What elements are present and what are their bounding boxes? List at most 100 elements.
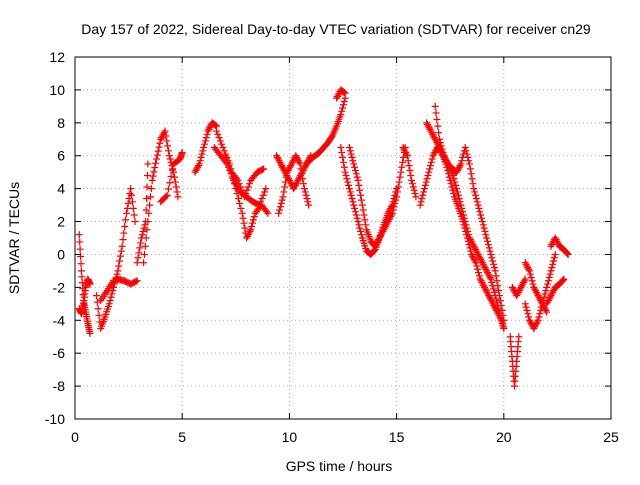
data-point — [291, 181, 299, 189]
data-point — [496, 292, 504, 300]
data-point — [337, 111, 345, 119]
data-point — [389, 198, 397, 206]
data-point — [115, 262, 123, 270]
data-point — [424, 122, 432, 130]
data-point — [543, 308, 551, 316]
data-point — [145, 209, 153, 217]
data-point — [360, 211, 368, 219]
data-point — [500, 316, 508, 324]
data-point — [455, 163, 463, 171]
series-track-3 — [92, 185, 139, 332]
x-tick-label: 15 — [389, 429, 405, 445]
data-point — [560, 275, 568, 283]
data-point — [242, 190, 250, 198]
data-point — [178, 148, 186, 156]
data-point — [491, 303, 499, 311]
data-point — [475, 269, 483, 277]
data-point — [128, 191, 136, 199]
data-point — [524, 310, 532, 318]
data-point — [247, 226, 255, 234]
x-tick-label: 0 — [71, 429, 79, 445]
data-point — [385, 208, 393, 216]
data-point — [170, 173, 178, 181]
data-point — [468, 175, 476, 183]
data-point — [541, 305, 549, 313]
data-point — [137, 239, 145, 247]
data-point — [538, 298, 546, 306]
data-point — [195, 160, 203, 168]
data-point — [339, 104, 347, 112]
data-point — [243, 234, 251, 242]
data-point — [164, 185, 172, 193]
data-point — [526, 316, 534, 324]
data-point — [339, 158, 347, 166]
data-point — [147, 185, 155, 193]
data-point — [428, 129, 436, 137]
data-point — [478, 259, 486, 267]
data-point — [416, 201, 424, 209]
data-point — [194, 162, 202, 170]
data-point — [514, 288, 522, 296]
data-point — [151, 164, 159, 172]
data-point — [341, 168, 349, 176]
data-point — [193, 165, 201, 173]
data-point — [297, 170, 305, 178]
data-point — [454, 191, 462, 199]
data-point — [522, 260, 530, 268]
data-point — [299, 167, 307, 175]
data-point — [487, 250, 495, 258]
series-track-15 — [333, 86, 349, 102]
data-point — [150, 168, 158, 176]
data-point — [173, 188, 181, 196]
data-point — [116, 257, 124, 265]
data-point — [481, 283, 489, 291]
data-point — [373, 239, 381, 247]
y-tick-label: 0 — [57, 246, 65, 262]
data-point — [476, 208, 484, 216]
data-point — [481, 285, 489, 293]
data-point — [133, 259, 141, 267]
y-tick-label: 2 — [57, 214, 65, 230]
data-point — [480, 224, 488, 232]
data-point — [168, 166, 176, 174]
data-point — [241, 224, 249, 232]
data-point — [411, 190, 419, 198]
data-point — [244, 231, 252, 239]
data-point — [554, 239, 562, 247]
data-point — [483, 288, 491, 296]
data-point — [129, 204, 137, 212]
data-point — [157, 135, 165, 143]
data-point — [143, 226, 151, 234]
data-point — [423, 175, 431, 183]
data-point — [462, 147, 470, 155]
data-point — [276, 203, 284, 211]
data-point — [239, 214, 247, 222]
data-point — [485, 244, 493, 252]
data-point — [292, 180, 300, 188]
data-point — [236, 199, 244, 207]
data-point — [337, 144, 345, 151]
data-point — [246, 180, 254, 188]
data-point — [122, 216, 130, 224]
data-point — [198, 150, 206, 158]
data-point — [294, 157, 302, 165]
data-point — [453, 167, 461, 175]
y-tick-label: -4 — [53, 312, 66, 328]
data-point — [357, 191, 365, 199]
data-point — [469, 241, 477, 249]
data-point — [354, 176, 362, 184]
data-point — [458, 204, 466, 212]
data-point — [156, 139, 164, 147]
data-point — [417, 198, 425, 206]
series-track-13 — [273, 152, 315, 193]
series-track-5 — [133, 160, 152, 267]
data-point — [162, 132, 170, 140]
data-point — [436, 139, 444, 147]
data-point — [470, 242, 478, 250]
data-point — [519, 280, 527, 288]
data-point — [515, 333, 523, 341]
data-point — [357, 231, 365, 239]
data-point — [470, 255, 478, 263]
data-point — [388, 201, 396, 209]
